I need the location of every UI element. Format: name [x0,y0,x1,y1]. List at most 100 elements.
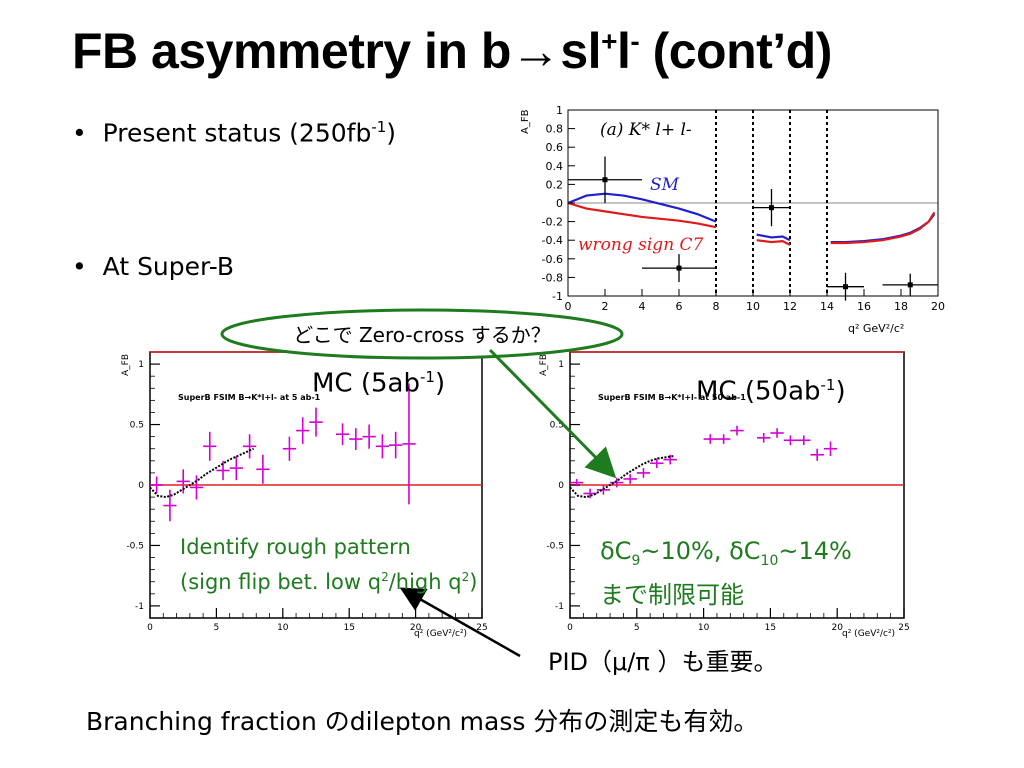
title-plus: + [601,25,617,57]
title-s: sl [560,23,602,79]
y-tick-label: 0 [138,481,144,491]
note-seg: /high q [388,570,462,594]
note-line-1: δC9~10%, δC10~14% [600,534,852,578]
x-tick-label: 0 [147,623,153,633]
y-axis-label: A_FB [520,109,531,134]
mc-sup: -1 [419,368,435,386]
mc-tail: ) [434,368,446,399]
fit-curve [569,454,675,499]
chart-mc-5ab: -1-0.500.510 5 10 15 20 25 SuperB FSIM B→K*l+… [121,351,488,639]
note-line-2: まで制限可能 [600,580,744,609]
y-tick-label: 1 [138,360,144,370]
pid-arrow [399,587,521,658]
footer-note: Branching fraction のdilepton mass 分布の測定も… [86,707,759,736]
y-tick-label: -0.5 [546,541,564,551]
note-sup: 2 [461,570,470,584]
x-tick-label: 20 [931,300,945,313]
y-tick-label: 0.4 [546,160,564,173]
x-tick-label: 0 [565,300,572,313]
slide-title: FB asymmetry in b→sl+l- (cont’d) [72,22,832,80]
wrong-sign-curve [567,201,717,229]
note-seg: ~14% [778,537,852,565]
sm-curve [567,192,717,223]
note-seg: (sign flip bet. low q [180,570,382,594]
green-note-pattern: Identify rough pattern (sign flip bet. l… [180,532,477,597]
note-seg: δC [600,537,632,565]
data-point [907,282,913,288]
y-tick-label: 1 [556,104,563,117]
data-point [769,205,774,211]
zero-cross-callout [220,308,624,360]
bullet-dot: • [72,118,87,148]
note-line-1: Identify rough pattern [180,535,411,559]
y-tick-label: 0.2 [546,178,564,191]
panel-title: SuperB FSIM B→K*l+l- at 5 ab-1 [178,393,321,402]
bullet-sup: -1 [371,118,387,136]
x-tick-label: 0 [567,623,573,633]
x-tick-label: 25 [898,623,909,633]
bullet-tail: ) [386,118,397,148]
wrong-sign-curve [756,239,791,246]
y-tick-label: 0.6 [546,141,564,154]
title-l: l [616,23,631,79]
bullet-dot: • [72,252,87,281]
x-axis-label: q² (GeV²/c²) [414,629,467,639]
y-tick-label: -0.6 [542,253,563,266]
x-tick-label: 14 [820,300,834,313]
panel-title: SuperB FSIM B→K*l+l- at 50 ab-1 [598,393,746,402]
x-tick-label: 2 [602,300,609,313]
bullet-text: Present status (250fb [102,118,372,148]
x-tick-label: 10 [746,300,760,313]
y-tick-label: -0.8 [542,271,563,284]
title-tail: (cont’d) [639,23,833,79]
x-axis-label: q² GeV²/c² [848,322,904,335]
y-tick-label: 0.5 [550,421,564,431]
pid-note: PID（μ/π ）も重要。 [548,648,778,676]
x-tick-label: 20 [831,623,843,633]
sm-curve [756,233,791,242]
fit-curve [149,447,254,499]
title-arrow: → [510,23,561,79]
y-tick-label: 1 [558,360,564,370]
x-tick-label: 12 [783,300,797,313]
zero-cross-text: どこで Zero-cross するか？ [293,323,551,347]
data-point [602,177,608,183]
mc-5ab-label: MC (5ab-1) [312,368,445,399]
mc-tail: ) [835,376,846,407]
x-tick-label: 18 [894,300,908,313]
y-tick-label: -0.4 [542,234,563,247]
legend-sm: SM [650,175,680,195]
x-tick-label: 4 [639,300,646,313]
x-tick-label: 20 [410,623,422,633]
x-tick-label: 15 [343,623,354,633]
green-note-constraint: δC9~10%, δC10~14% まで制限可能 [600,534,852,612]
y-axis-label: A_FB [539,354,549,376]
mc-sup: -1 [820,376,836,394]
y-tick-label: 0 [558,481,564,491]
legend-wrong-sign: wrong sign C7 [578,235,704,255]
y-tick-label: -1 [555,602,564,612]
x-axis-label: q² (GeV²/c²) [842,629,895,639]
y-tick-label: -0.2 [542,216,563,229]
mc-text: MC (5ab [312,368,420,399]
chart-mc-50ab: -1-0.500.510 5 10 15 20 25 SuperB FSIM B→K*l+… [539,351,910,639]
x-tick-label: 10 [277,623,289,633]
x-tick-label: 5 [634,623,640,633]
note-seg: ) [469,570,478,594]
note-line-2: (sign flip bet. low q2/high q2) [180,562,477,597]
x-tick-label: 8 [713,300,720,313]
note-sup: 2 [381,570,389,584]
bullet-present-status: • Present status (250fb-1) [72,118,396,147]
note-seg: ~10%, δC [640,537,761,565]
y-tick-label: 0 [556,197,563,210]
chart-present-afb: -1-0.8-0.6-0.4-0.200.20.40.60.810 2 4 6 8 10 1… [520,104,945,335]
panel-label: (a) K* l+ l- [600,120,692,140]
y-tick-label: 0.8 [546,123,564,136]
bullet-super-b: • At Super-B [72,252,234,281]
note-sub: 10 [760,552,779,569]
y-tick-label: -1 [552,290,563,303]
data-point [676,265,682,271]
y-tick-label: 0.5 [130,421,144,431]
note-sub: 9 [631,552,641,569]
